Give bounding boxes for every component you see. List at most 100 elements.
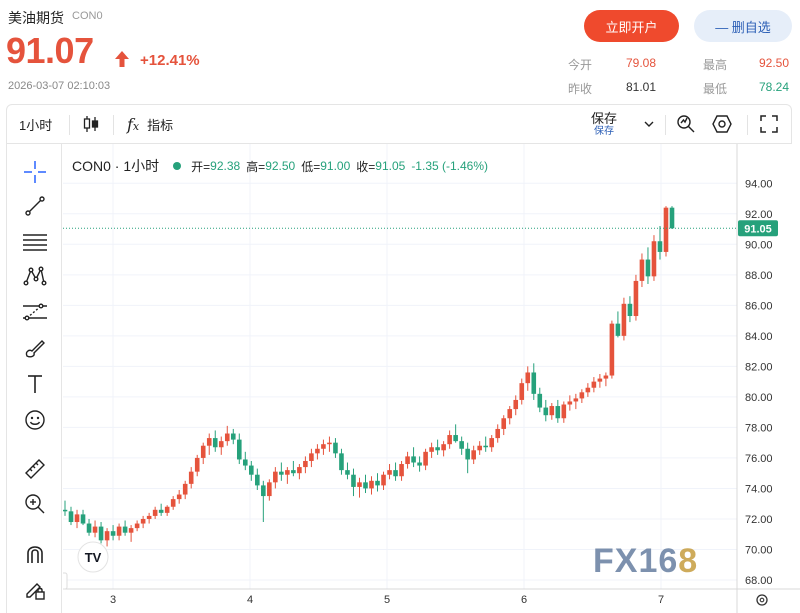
emoji-icon[interactable] bbox=[21, 406, 49, 434]
candle bbox=[68, 506, 74, 526]
candle bbox=[303, 456, 308, 474]
y-tick-label: 72.00 bbox=[745, 514, 773, 526]
candle bbox=[453, 424, 458, 443]
forecast-icon[interactable] bbox=[21, 298, 49, 326]
candle bbox=[206, 433, 212, 455]
legend-close-value: 91.05 bbox=[375, 159, 406, 173]
fullscreen-icon[interactable] bbox=[759, 105, 779, 143]
interval-selector[interactable]: 1小时 bbox=[19, 117, 53, 133]
candle bbox=[267, 479, 272, 501]
instrument-name: 美油期货 bbox=[8, 10, 64, 26]
candle bbox=[357, 477, 362, 498]
crosshair-icon[interactable] bbox=[21, 158, 49, 186]
x-tick-label: 5 bbox=[384, 594, 390, 606]
candle bbox=[86, 518, 92, 536]
candle bbox=[152, 506, 158, 519]
scroll-left-icon[interactable] bbox=[56, 572, 68, 590]
legend-low-key: 低= bbox=[301, 159, 321, 174]
y-tick-label: 68.00 bbox=[745, 575, 773, 587]
settings-icon[interactable] bbox=[711, 105, 733, 143]
candle bbox=[387, 464, 392, 480]
candle bbox=[212, 430, 218, 452]
axis-settings-icon[interactable] bbox=[756, 594, 768, 606]
candle bbox=[188, 467, 194, 489]
candle bbox=[200, 442, 206, 465]
function-icon: fx bbox=[127, 114, 140, 134]
y-tick-label: 84.00 bbox=[745, 331, 773, 343]
y-tick-label: 90.00 bbox=[745, 239, 773, 251]
indicators-label: 指标 bbox=[147, 117, 174, 133]
high-value: 92.50 bbox=[758, 56, 789, 70]
svg-text:TV: TV bbox=[85, 550, 102, 565]
candle bbox=[279, 462, 284, 481]
magnet-icon[interactable] bbox=[21, 540, 49, 568]
candle bbox=[80, 509, 86, 526]
candle bbox=[158, 503, 164, 516]
fib-lines-icon[interactable] bbox=[21, 228, 49, 256]
candle bbox=[309, 448, 314, 468]
last-price-label: 91.05 bbox=[744, 223, 772, 235]
y-tick-label: 86.00 bbox=[745, 300, 773, 312]
candle bbox=[134, 520, 140, 532]
candle bbox=[501, 415, 507, 436]
text-icon[interactable] bbox=[21, 370, 49, 398]
candle bbox=[218, 436, 224, 455]
candle bbox=[345, 462, 350, 480]
chart-toolbar: 1小时 fx 指标 保存 保存 bbox=[6, 104, 792, 144]
candle bbox=[477, 441, 482, 455]
zoom-in-icon[interactable] bbox=[21, 490, 49, 518]
candle bbox=[441, 441, 446, 457]
candle bbox=[513, 395, 519, 416]
candle bbox=[315, 444, 320, 460]
price-chart[interactable]: 94.00 92.00 90.00 88.00 86.00 84.00 82.00 80.00… bbox=[56, 144, 800, 613]
chart-legend: CON0 · 1小时 开= 92.38 高= 92.50 低= 91.00 收= 91.… bbox=[72, 156, 494, 176]
candle bbox=[224, 425, 230, 446]
save-sublabel: 保存 bbox=[594, 125, 614, 137]
legend-high-key: 高= bbox=[246, 159, 266, 174]
candle bbox=[573, 393, 579, 410]
last-price-badge bbox=[738, 220, 778, 237]
candle bbox=[465, 442, 470, 474]
drawing-toolbar bbox=[6, 144, 62, 613]
open-account-button[interactable]: 立即开户 bbox=[584, 10, 679, 42]
trend-line-icon[interactable] bbox=[21, 192, 49, 220]
chevron-down-icon[interactable] bbox=[643, 105, 655, 143]
candle bbox=[291, 460, 296, 477]
candle bbox=[176, 489, 182, 504]
candle bbox=[471, 445, 476, 465]
candle bbox=[236, 433, 242, 465]
pattern-icon[interactable] bbox=[21, 262, 49, 290]
brush-icon[interactable] bbox=[21, 334, 49, 362]
candle bbox=[140, 515, 146, 529]
candle bbox=[483, 436, 488, 452]
candle bbox=[62, 500, 68, 516]
candle bbox=[459, 436, 464, 455]
save-button[interactable]: 保存 保存 bbox=[591, 105, 617, 143]
candle bbox=[549, 402, 555, 420]
candle bbox=[537, 387, 543, 413]
legend-symbol: CON0 · 1小时 bbox=[72, 158, 160, 174]
candle-type-icon[interactable] bbox=[81, 105, 101, 143]
quick-search-icon[interactable] bbox=[675, 105, 697, 143]
toolbar-divider bbox=[665, 115, 666, 135]
candle bbox=[543, 399, 549, 422]
candle bbox=[411, 447, 416, 468]
tradingview-logo: TV bbox=[77, 541, 109, 573]
candlestick-chart[interactable]: 94.00 92.00 90.00 88.00 86.00 84.00 82.00 80.00… bbox=[56, 144, 800, 613]
candle bbox=[242, 451, 248, 471]
last-price: 91.07 bbox=[6, 30, 94, 71]
x-tick-label: 4 bbox=[247, 594, 253, 606]
candle bbox=[194, 454, 200, 477]
candle bbox=[531, 363, 537, 400]
candle bbox=[297, 464, 302, 480]
lock-pencil-icon[interactable] bbox=[21, 576, 49, 604]
indicators-button[interactable]: fx 指标 bbox=[127, 105, 173, 143]
candle bbox=[255, 468, 260, 490]
candle bbox=[579, 389, 585, 403]
toolbar-divider bbox=[113, 115, 114, 135]
candle bbox=[98, 522, 104, 544]
ruler-icon[interactable] bbox=[21, 454, 49, 482]
remove-watchlist-button[interactable]: — 删自选 bbox=[694, 10, 792, 42]
candle bbox=[621, 297, 627, 341]
candle bbox=[639, 253, 645, 288]
